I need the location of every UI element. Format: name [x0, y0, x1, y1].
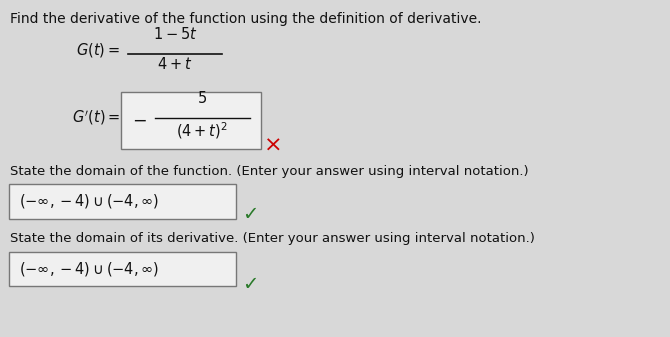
Text: ✓: ✓	[242, 275, 259, 294]
Text: ✓: ✓	[242, 206, 259, 224]
Text: $4 + t$: $4 + t$	[157, 56, 193, 72]
FancyBboxPatch shape	[121, 92, 261, 149]
Text: $(-\infty, -4) \cup (-4, \infty)$: $(-\infty, -4) \cup (-4, \infty)$	[19, 260, 159, 278]
Text: $-$: $-$	[132, 112, 147, 128]
Text: $5$: $5$	[197, 90, 207, 106]
Text: $(4+t)^2$: $(4+t)^2$	[176, 120, 228, 141]
Text: State the domain of its derivative. (Enter your answer using interval notation.): State the domain of its derivative. (Ent…	[10, 232, 535, 245]
Text: Find the derivative of the function using the definition of derivative.: Find the derivative of the function usin…	[10, 12, 482, 26]
FancyBboxPatch shape	[9, 252, 236, 286]
Text: $\times$: $\times$	[263, 135, 281, 155]
Text: $G'(t) =$: $G'(t) =$	[72, 109, 120, 127]
Text: $G(t) =$: $G(t) =$	[76, 41, 120, 59]
Text: State the domain of the function. (Enter your answer using interval notation.): State the domain of the function. (Enter…	[10, 165, 529, 178]
Text: $1 - 5t$: $1 - 5t$	[153, 26, 198, 42]
Text: $(-\infty, -4) \cup (-4, \infty)$: $(-\infty, -4) \cup (-4, \infty)$	[19, 192, 159, 210]
FancyBboxPatch shape	[9, 184, 236, 219]
